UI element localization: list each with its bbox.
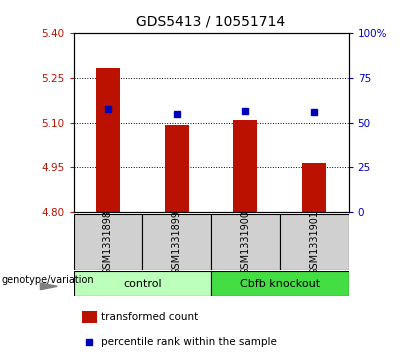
Text: GSM1331901: GSM1331901 — [309, 210, 319, 275]
Bar — [211, 271, 349, 296]
Text: GSM1331900: GSM1331900 — [240, 210, 250, 275]
Bar — [74, 214, 142, 270]
Text: Cbfb knockout: Cbfb knockout — [240, 278, 320, 289]
Bar — [280, 214, 349, 270]
Bar — [211, 214, 280, 270]
Text: control: control — [123, 278, 162, 289]
Bar — [96, 68, 120, 212]
Polygon shape — [40, 283, 58, 290]
Text: transformed count: transformed count — [101, 312, 198, 322]
Bar — [234, 120, 257, 212]
Bar — [302, 163, 326, 212]
Bar — [74, 271, 211, 296]
Bar — [82, 311, 97, 323]
Text: genotype/variation: genotype/variation — [2, 275, 94, 285]
Text: GSM1331898: GSM1331898 — [103, 210, 113, 275]
Bar — [165, 125, 189, 212]
Text: percentile rank within the sample: percentile rank within the sample — [101, 337, 277, 347]
Text: GSM1331899: GSM1331899 — [172, 210, 182, 275]
Bar — [142, 214, 211, 270]
Title: GDS5413 / 10551714: GDS5413 / 10551714 — [136, 15, 286, 29]
